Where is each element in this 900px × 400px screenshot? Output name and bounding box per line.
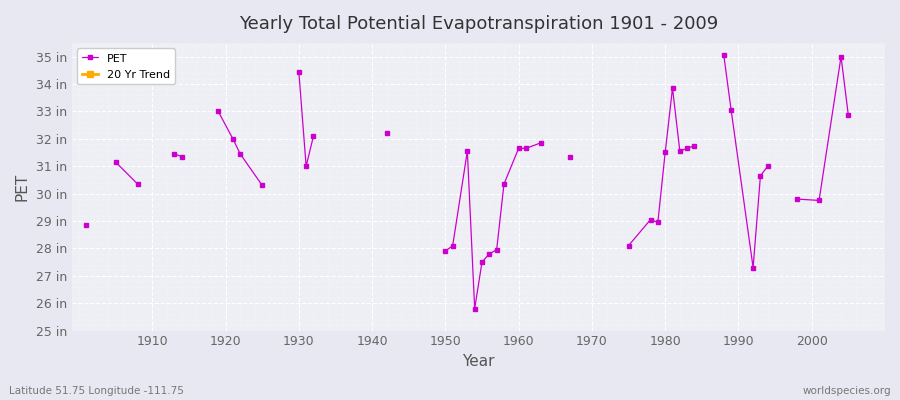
PET bbox=[843, 113, 854, 118]
X-axis label: Year: Year bbox=[462, 354, 495, 369]
Title: Yearly Total Potential Evapotranspiration 1901 - 2009: Yearly Total Potential Evapotranspiratio… bbox=[238, 15, 718, 33]
Text: Latitude 51.75 Longitude -111.75: Latitude 51.75 Longitude -111.75 bbox=[9, 386, 184, 396]
Line: PET: PET bbox=[85, 54, 850, 310]
Legend: PET, 20 Yr Trend: PET, 20 Yr Trend bbox=[77, 48, 175, 84]
Text: worldspecies.org: worldspecies.org bbox=[803, 386, 891, 396]
PET bbox=[81, 223, 92, 228]
Y-axis label: PET: PET bbox=[15, 173, 30, 201]
PET bbox=[792, 197, 803, 202]
PET bbox=[440, 249, 451, 254]
PET bbox=[169, 152, 180, 156]
PET bbox=[645, 217, 656, 222]
PET bbox=[491, 247, 502, 252]
